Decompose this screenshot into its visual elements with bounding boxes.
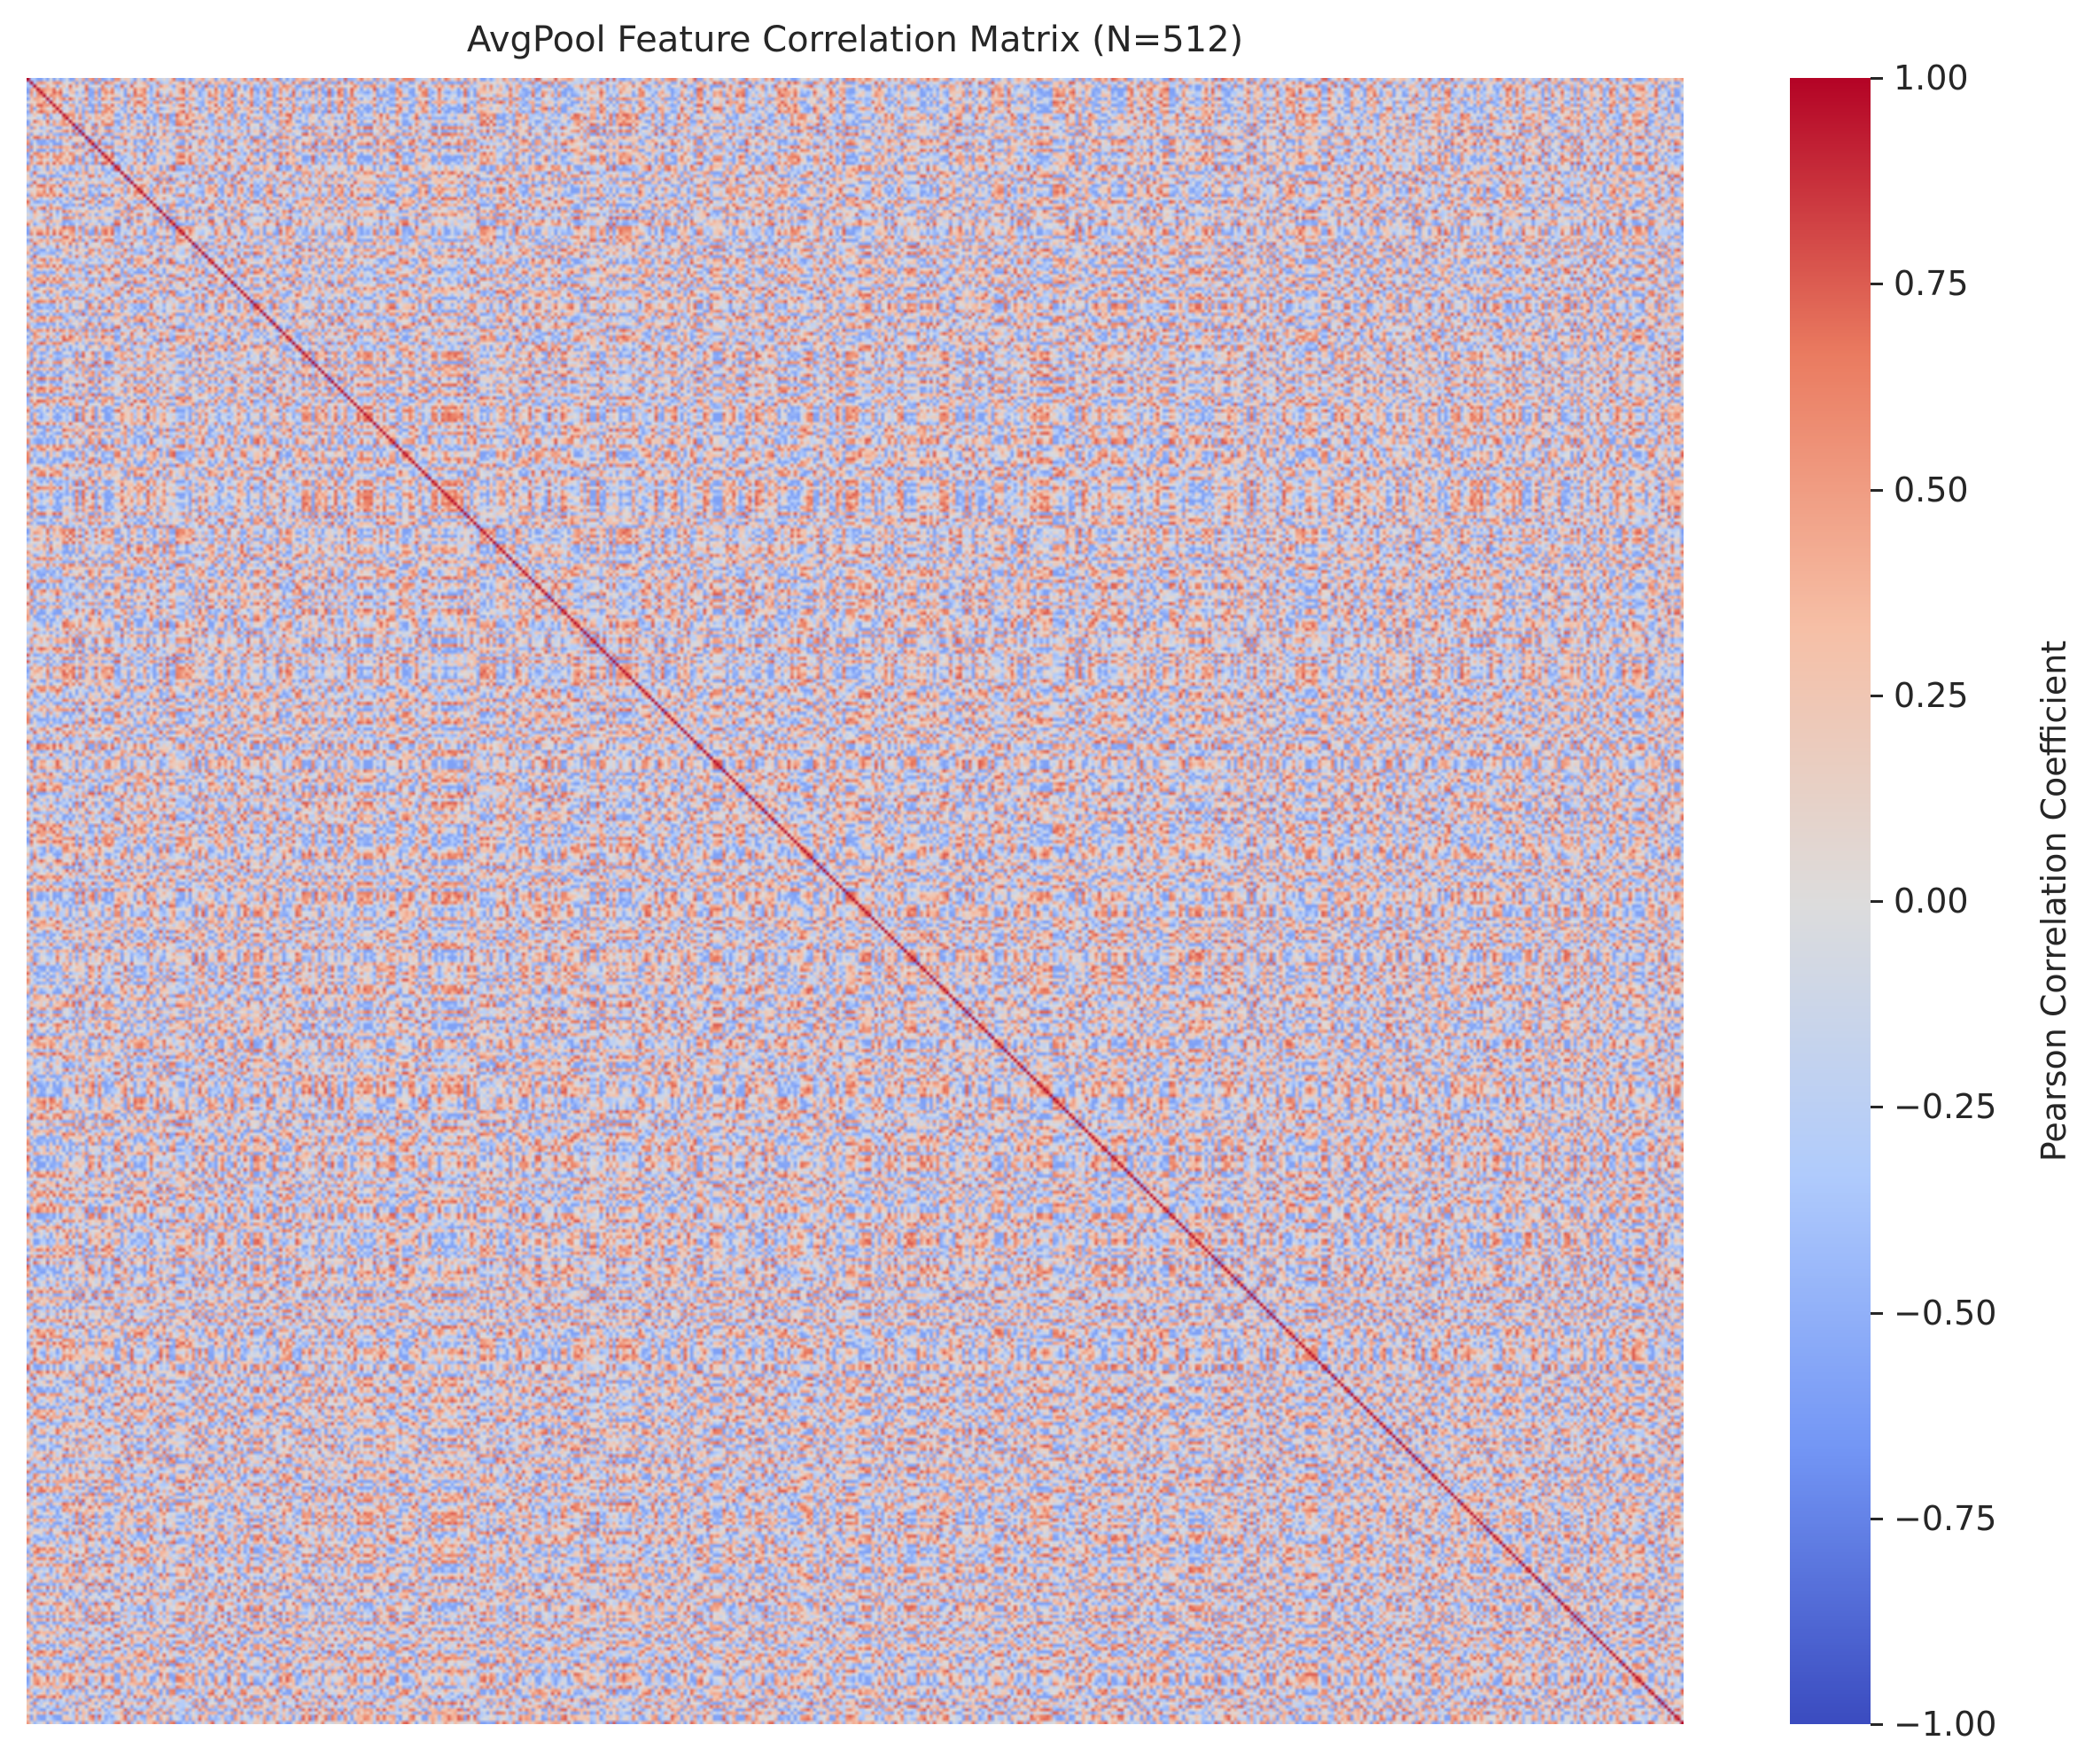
colorbar-tick (1871, 695, 1883, 697)
colorbar-tick-label: 0.75 (1894, 264, 1969, 303)
correlation-heatmap (27, 78, 1684, 1724)
colorbar-tick (1871, 1723, 1883, 1726)
colorbar-tick (1871, 489, 1883, 492)
colorbar-tick-label: −0.25 (1894, 1087, 1997, 1126)
colorbar-tick-label: −0.75 (1894, 1499, 1997, 1538)
colorbar-tick (1871, 1312, 1883, 1315)
chart-title: AvgPool Feature Correlation Matrix (N=51… (466, 19, 1244, 60)
colorbar-tick-label: 1.00 (1894, 58, 1969, 97)
colorbar-tick (1871, 283, 1883, 285)
colorbar-axis: 1.00 0.75 0.50 0.25 0.00 −0.25 −0.50 −0.75 −1.00 (1871, 61, 1996, 1741)
colorbar-tick (1871, 77, 1883, 80)
colorbar-gradient (1790, 78, 1871, 1724)
colorbar-tick-label: 0.00 (1894, 882, 1969, 921)
colorbar-label: Pearson Correlation Coefficient (2034, 640, 2073, 1162)
colorbar-tick-label: −0.50 (1894, 1294, 1997, 1333)
colorbar-tick (1871, 900, 1883, 903)
colorbar-tick (1871, 1106, 1883, 1108)
colorbar-tick-label: −1.00 (1894, 1705, 1997, 1744)
colorbar-tick-label: 0.50 (1894, 470, 1969, 509)
colorbar-tick-label: 0.25 (1894, 676, 1969, 715)
colorbar-tick (1871, 1518, 1883, 1520)
